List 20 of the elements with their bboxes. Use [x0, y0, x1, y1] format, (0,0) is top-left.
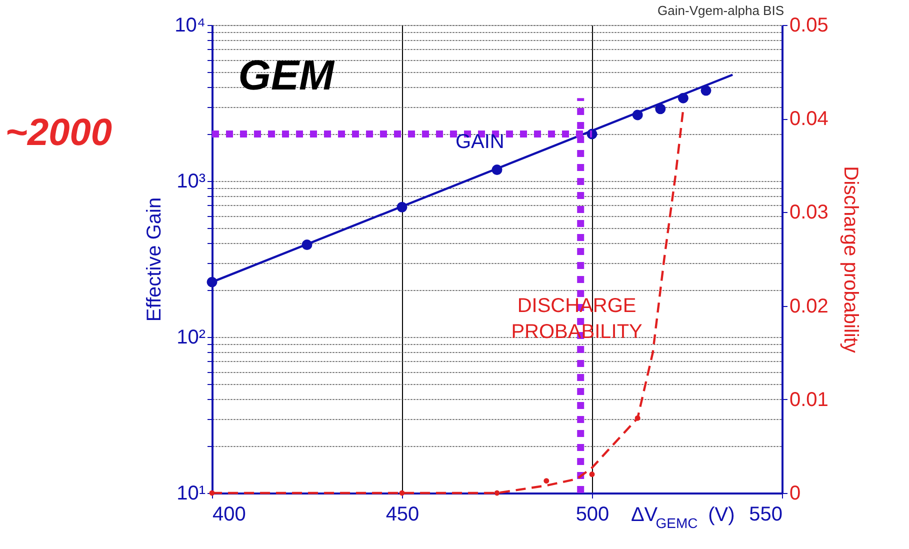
y2-tick-label: 0: [790, 482, 801, 504]
y2-tick-label: 0.05: [790, 14, 828, 36]
y-tick-label: 10²: [176, 326, 206, 348]
y-tick-label: 10¹: [176, 482, 206, 504]
text: Gain-Vgem-alpha BIS: [658, 3, 784, 18]
annotation: GEM: [238, 51, 335, 98]
y-axis-title: Effective Gain: [144, 197, 166, 322]
x-tick-label: 400: [212, 504, 246, 526]
y-tick-label: 10³: [176, 170, 206, 192]
x-tick-label: 500: [576, 504, 610, 526]
y2-tick-label: 0.04: [790, 108, 828, 130]
x-tick-label: 450: [386, 504, 420, 526]
x-tick-label: 550: [749, 504, 782, 526]
text: ~2000: [5, 112, 112, 154]
y2-tick-label: 0.03: [790, 202, 828, 224]
annotation: GAIN: [455, 131, 504, 153]
y2-tick-label: 0.02: [790, 295, 828, 318]
y-tick-label: 10⁴: [174, 14, 206, 36]
y2-axis-title: Discharge probability: [839, 166, 862, 353]
y2-tick-label: 0.01: [790, 388, 828, 411]
